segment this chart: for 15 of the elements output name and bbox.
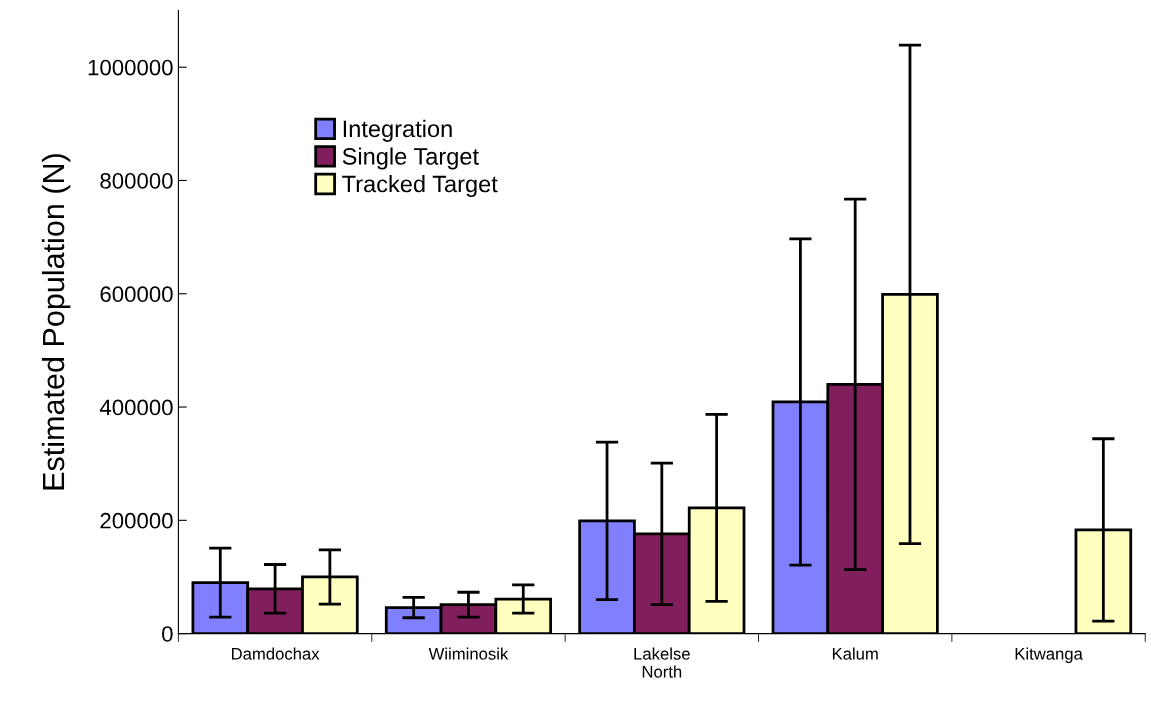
y-tick-label: 600000: [100, 286, 173, 303]
x-tick-label: Kitwanga: [1015, 647, 1083, 664]
y-tick-label: 0: [162, 626, 173, 642]
y-tick-label: 400000: [99, 399, 173, 416]
y-tick-label: 800000: [100, 173, 173, 189]
y-axis-title: Estimated Population (N): [41, 154, 71, 490]
legend-label: Integration: [343, 119, 452, 142]
y-tick-label: 200000: [100, 512, 173, 529]
x-tick-label: Damdochax: [231, 647, 320, 660]
legend-label: Tracked Target: [342, 175, 498, 198]
y-tick-label: 1000000: [88, 59, 173, 76]
x-tick-label: Wiiminosik: [428, 647, 509, 660]
x-tick-label: Kalum: [832, 647, 878, 660]
x-tick-label: Lakelse North: [634, 647, 690, 678]
legend-label: Single Target: [342, 147, 479, 170]
